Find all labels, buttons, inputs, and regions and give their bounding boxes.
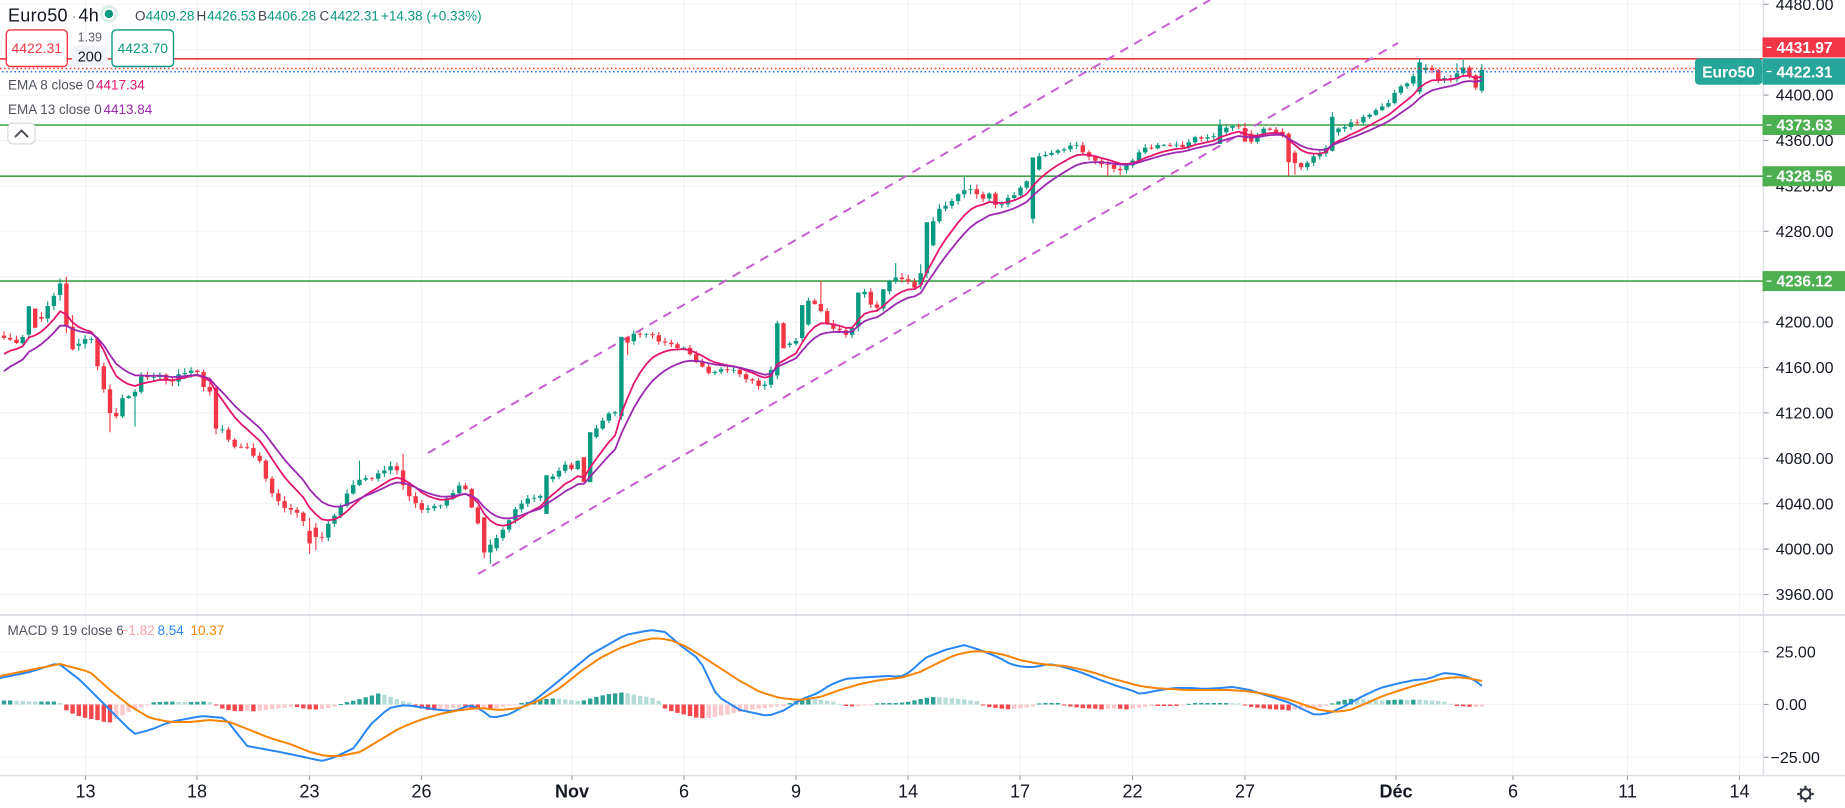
svg-text:4426.53: 4426.53	[207, 9, 256, 24]
svg-text:4200.00: 4200.00	[1776, 315, 1834, 332]
svg-text:23: 23	[299, 782, 319, 802]
svg-text:4417.34: 4417.34	[96, 78, 145, 93]
svg-text:4236.12: 4236.12	[1777, 274, 1833, 291]
svg-text:MACD 9 19 close 6: MACD 9 19 close 6	[8, 623, 124, 638]
svg-text:9: 9	[791, 782, 801, 802]
svg-text:Déc: Déc	[1379, 782, 1412, 802]
svg-text:O: O	[135, 9, 146, 24]
svg-text:Euro50: Euro50	[8, 6, 68, 26]
svg-text:4373.63: 4373.63	[1777, 118, 1833, 135]
svg-text:18: 18	[187, 782, 207, 802]
svg-text:4406.28: 4406.28	[267, 9, 316, 24]
svg-text:−25.00: −25.00	[1771, 750, 1820, 767]
svg-text:H: H	[197, 9, 207, 24]
svg-text:4328.56: 4328.56	[1777, 169, 1833, 186]
svg-text:27: 27	[1235, 782, 1255, 802]
svg-text:·: ·	[72, 9, 77, 26]
svg-text:4422.31: 4422.31	[1777, 65, 1833, 82]
svg-text:4h: 4h	[79, 6, 100, 26]
svg-text:0.00: 0.00	[1776, 697, 1807, 714]
svg-text:1.39: 1.39	[78, 30, 102, 44]
svg-text:10.37: 10.37	[191, 623, 225, 638]
svg-text:4160.00: 4160.00	[1776, 360, 1834, 377]
svg-text:4413.84: 4413.84	[104, 102, 153, 117]
svg-text:11: 11	[1618, 782, 1637, 802]
svg-text:−1.82: −1.82	[121, 623, 155, 638]
svg-text:Nov: Nov	[555, 782, 589, 802]
svg-text:4000.00: 4000.00	[1776, 542, 1834, 559]
svg-text:6: 6	[679, 782, 689, 802]
svg-text:8.54: 8.54	[158, 623, 185, 638]
svg-text:17: 17	[1010, 782, 1030, 802]
svg-text:22: 22	[1122, 782, 1142, 802]
svg-text:C: C	[320, 9, 330, 24]
svg-text:25.00: 25.00	[1776, 644, 1816, 661]
svg-text:4040.00: 4040.00	[1776, 496, 1834, 513]
svg-text:4409.28: 4409.28	[146, 9, 195, 24]
svg-text:+14.38 (+0.33%): +14.38 (+0.33%)	[381, 9, 482, 24]
svg-text:4423.70: 4423.70	[117, 40, 168, 56]
svg-text:200: 200	[78, 49, 102, 65]
svg-text:26: 26	[411, 782, 431, 802]
svg-text:B: B	[258, 9, 267, 24]
svg-text:4400.00: 4400.00	[1776, 88, 1834, 105]
svg-text:4280.00: 4280.00	[1776, 224, 1834, 241]
svg-text:14: 14	[1729, 782, 1749, 802]
svg-text:4120.00: 4120.00	[1776, 406, 1834, 423]
svg-text:EMA 8 close 0: EMA 8 close 0	[8, 78, 94, 93]
svg-text:4480.00: 4480.00	[1776, 0, 1834, 14]
svg-text:4080.00: 4080.00	[1776, 451, 1834, 468]
svg-text:14: 14	[898, 782, 918, 802]
svg-text:6: 6	[1508, 782, 1518, 802]
svg-text:13: 13	[75, 782, 95, 802]
svg-text:4422.31: 4422.31	[11, 40, 62, 56]
svg-text:4422.31: 4422.31	[330, 9, 379, 24]
svg-text:4431.97: 4431.97	[1777, 40, 1833, 57]
svg-text:EMA 13 close 0: EMA 13 close 0	[8, 102, 102, 117]
svg-text:4360.00: 4360.00	[1776, 133, 1834, 150]
svg-text:Euro50: Euro50	[1702, 65, 1755, 82]
svg-text:3960.00: 3960.00	[1776, 587, 1834, 604]
